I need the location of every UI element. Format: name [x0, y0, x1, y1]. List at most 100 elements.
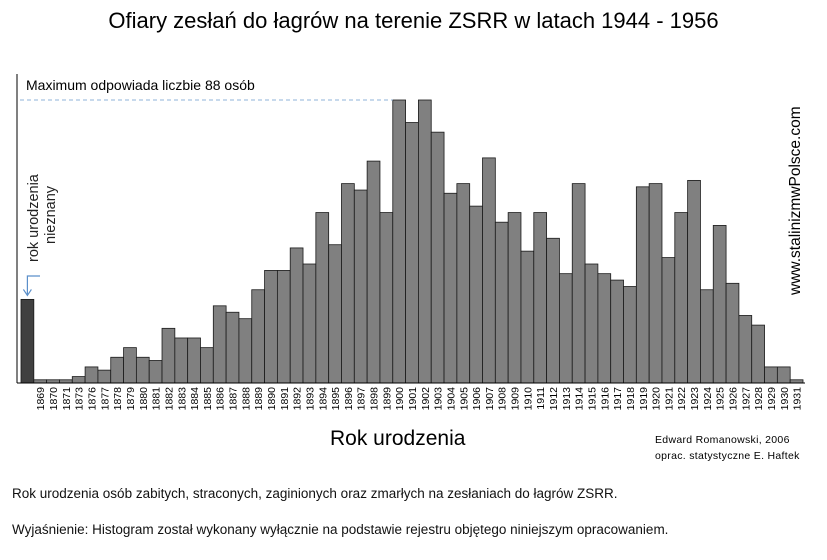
x-tick-label: 1909 — [510, 387, 522, 411]
x-tick-label: 1925 — [715, 387, 727, 411]
bar-1900 — [392, 99, 406, 384]
x-tick-label: 1898 — [369, 387, 381, 411]
bar-1918 — [623, 286, 637, 384]
bar-1889 — [251, 289, 265, 384]
bar-1921 — [661, 257, 676, 384]
x-tick-label: 1928 — [753, 387, 765, 411]
bar-1879 — [123, 347, 137, 384]
x-tick-label: 1889 — [253, 387, 265, 411]
bar-1891 — [276, 270, 291, 384]
bar-1915 — [584, 263, 599, 384]
x-tick-label: 1876 — [87, 387, 99, 411]
bar-1903 — [430, 131, 445, 384]
x-tick-label: 1931 — [792, 387, 804, 411]
bar-1890 — [264, 270, 278, 384]
x-tick-label: 1873 — [74, 387, 86, 411]
bar-1884 — [187, 337, 201, 384]
x-tick-label: 1917 — [612, 387, 624, 411]
x-tick-label: 1914 — [574, 387, 586, 411]
x-tick-label: 1869 — [35, 387, 47, 411]
bar-1919 — [635, 186, 650, 384]
bar-1896 — [341, 183, 355, 384]
caption-description: Rok urodzenia osób zabitych, straconych,… — [12, 486, 618, 501]
bar-1902 — [418, 99, 432, 384]
credit-author: Edward Romanowski, 2006 — [655, 434, 790, 446]
x-tick-label: 1880 — [138, 387, 150, 411]
bar-1877 — [97, 369, 112, 384]
x-tick-label: 1896 — [343, 387, 355, 411]
x-tick-label: 1888 — [240, 387, 252, 411]
x-tick-label: 1927 — [740, 387, 752, 411]
x-tick-label: 1885 — [202, 387, 214, 411]
x-tick-label: 1895 — [330, 387, 342, 411]
bar-1888 — [238, 318, 253, 384]
bars-group — [20, 99, 804, 384]
bar-1911 — [533, 212, 548, 384]
x-tick-label: 1907 — [484, 387, 496, 411]
x-tick-label: 1879 — [125, 387, 137, 411]
bar-1887 — [225, 311, 240, 384]
bar-1886 — [212, 305, 227, 384]
histogram-chart: 1869 1870 1871 1873 1876 1877 1878 1879 1880 1881… — [16, 74, 805, 411]
x-tick-label: 1923 — [689, 387, 701, 411]
x-tick-label: 1901 — [407, 387, 419, 411]
x-tick-label: 1922 — [676, 387, 688, 411]
bar-1907 — [482, 157, 496, 384]
bar-1880 — [135, 356, 150, 384]
x-tick-label: 1886 — [215, 387, 227, 411]
x-tick-label: 1904 — [445, 387, 457, 411]
x-tick-label: 1902 — [420, 387, 432, 411]
x-tick-label: 1929 — [766, 387, 778, 411]
x-tick-label: 1870 — [48, 387, 60, 411]
x-tick-labels-group: 1869 1870 1871 1873 1876 1877 1878 1879 1880 1881… — [35, 387, 803, 411]
x-tick-label: 1921 — [663, 387, 675, 411]
bar-1908 — [494, 221, 509, 384]
bar-1926 — [725, 282, 740, 384]
x-tick-label: 1892 — [292, 387, 304, 411]
watermark-url: www.stalinizmwPolsce.com — [787, 106, 804, 295]
bar-1906 — [469, 205, 483, 384]
credit-statistics: oprac. statystyczne E. Haftek — [655, 450, 800, 462]
x-tick-label: 1905 — [458, 387, 470, 411]
bar-1912 — [546, 237, 560, 384]
bar-1876 — [84, 366, 99, 384]
bar-1909 — [507, 212, 522, 384]
x-tick-label: 1891 — [279, 387, 291, 411]
x-tick-label: 1899 — [381, 387, 393, 411]
bar-1878 — [110, 356, 124, 384]
x-tick-label: 1881 — [151, 387, 163, 411]
bar-1925 — [712, 225, 727, 384]
x-tick-label: 1894 — [317, 387, 329, 411]
bar-1904 — [443, 192, 458, 384]
x-tick-label: 1913 — [561, 387, 573, 411]
x-tick-label: 1924 — [702, 387, 714, 411]
unknown-year-label-line1: rok urodzenia — [26, 174, 42, 262]
bar-1893 — [302, 263, 317, 384]
x-tick-label: 1900 — [394, 387, 406, 411]
bar-unknown-year — [20, 298, 35, 384]
x-tick-label: 1887 — [228, 387, 240, 411]
maximum-note: Maximum odpowiada liczbie 88 osób — [26, 77, 255, 93]
caption-explanation: Wyjaśnienie: Histogram został wykonany w… — [12, 522, 669, 537]
bar-1905 — [456, 183, 471, 384]
x-tick-label: 1911 — [535, 387, 547, 410]
bar-1892 — [289, 247, 304, 384]
bar-1899 — [379, 212, 394, 384]
bar-1881 — [148, 360, 163, 384]
x-tick-label: 1908 — [497, 387, 509, 411]
unknown-year-label: rok urodzenia nieznany — [26, 174, 60, 262]
x-tick-label: 1877 — [99, 387, 111, 411]
bar-1924 — [700, 289, 714, 384]
x-tick-label: 1926 — [727, 387, 739, 411]
x-tick-label: 1920 — [651, 387, 663, 411]
x-tick-label: 1915 — [586, 387, 598, 411]
bar-1883 — [174, 337, 189, 384]
unknown-year-label-line2: nieznany — [43, 185, 59, 244]
x-tick-label: 1930 — [779, 387, 791, 411]
x-tick-label: 1882 — [163, 387, 175, 411]
bar-1895 — [328, 244, 342, 384]
bar-1916 — [597, 273, 612, 384]
bar-1894 — [315, 212, 330, 384]
bar-1897 — [353, 189, 368, 384]
x-tick-label: 1912 — [548, 387, 560, 411]
